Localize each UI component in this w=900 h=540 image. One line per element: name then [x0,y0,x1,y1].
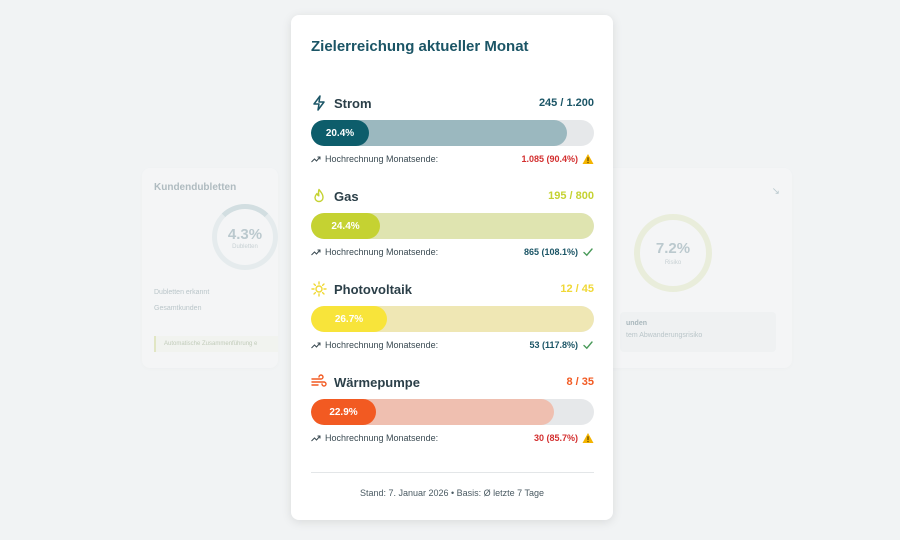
projection-value: 1.085 (90.4%) [521,154,578,164]
metric-gas: Gas 195 / 800 24.4% Hochrechnung Monatse… [311,188,594,268]
card-title: Zielerreichung aktueller Monat [311,38,529,55]
footer-divider [311,472,594,473]
progress-fill: 26.7% [311,306,387,332]
metric-count: 195 / 800 [548,190,594,202]
progress-track: 26.7% [311,306,594,332]
goal-achievement-card: Zielerreichung aktueller Monat Strom 245… [291,15,613,520]
projection-value: 30 (85.7%) [533,433,578,443]
metric-photovoltaik: Photovoltaik 12 / 45 26.7% Hochrechnung … [311,281,594,361]
progress-fill: 20.4% [311,120,369,146]
metric-count: 8 / 35 [566,376,594,388]
duplicates-line2: Gesamtkunden [154,305,202,312]
duplicates-note: Automatische Zusammenführung e [154,336,278,352]
background-card-duplicates: Kundendubletten 4.3% Dubletten Dubletten… [142,168,278,368]
churn-box-sub: tem Abwanderungsrisiko [626,332,703,339]
card-footer: Stand: 7. Januar 2026 • Basis: Ø letzte … [359,488,545,498]
metric-strom: Strom 245 / 1.200 20.4% Hochrechnung Mon… [311,95,594,175]
progress-fill: 24.4% [311,213,380,239]
warning-icon [582,153,594,165]
projection-label: Hochrechnung Monatsende: [325,154,439,164]
check-icon [582,246,594,258]
churn-percent-sub: Risiko [664,260,682,266]
progress-fill: 22.9% [311,399,376,425]
flame-icon [314,188,324,203]
progress-track: 24.4% [311,213,594,239]
progress-track: 20.4% [311,120,594,146]
metric-label: Photovoltaik [334,282,413,297]
duplicates-ring [212,204,278,270]
trend-down-icon: ↘ [771,186,780,197]
duplicates-percent-sub: Dubletten [232,244,258,250]
metric-waermepumpe: Wärmepumpe 8 / 35 22.9% Hochrechnung Mon… [311,374,594,454]
background-card-churn: ↘ 7.2% Risiko unden tem Abwanderungsrisi… [600,168,792,368]
metric-label: Gas [334,189,359,204]
lightning-icon [313,95,325,111]
metric-count: 12 / 45 [560,283,594,295]
projection-value: 865 (108.1%) [523,247,578,257]
churn-box: unden tem Abwanderungsrisiko [620,312,776,352]
check-icon [582,339,594,351]
wind-icon [311,374,327,387]
projection-label: Hochrechnung Monatsende: [325,247,439,257]
warning-icon [582,432,594,444]
sun-icon [311,281,327,297]
projection-label: Hochrechnung Monatsende: [325,340,439,350]
metric-count: 245 / 1.200 [538,97,594,109]
trend-up-icon [311,342,321,349]
trend-up-icon [311,435,321,442]
duplicates-title: Kundendubletten [154,182,237,193]
trend-up-icon [311,249,321,256]
metric-label: Wärmepumpe [334,375,420,390]
metric-label: Strom [334,96,372,111]
progress-track: 22.9% [311,399,594,425]
churn-ring [634,214,712,292]
projection-value: 53 (117.8%) [529,340,578,350]
duplicates-line1: Dubletten erkannt [154,289,210,296]
projection-label: Hochrechnung Monatsende: [325,433,439,443]
churn-percent: 7.2% [655,240,691,257]
trend-up-icon [311,156,321,163]
churn-box-title: unden [626,320,647,327]
duplicates-percent: 4.3% [227,226,263,243]
